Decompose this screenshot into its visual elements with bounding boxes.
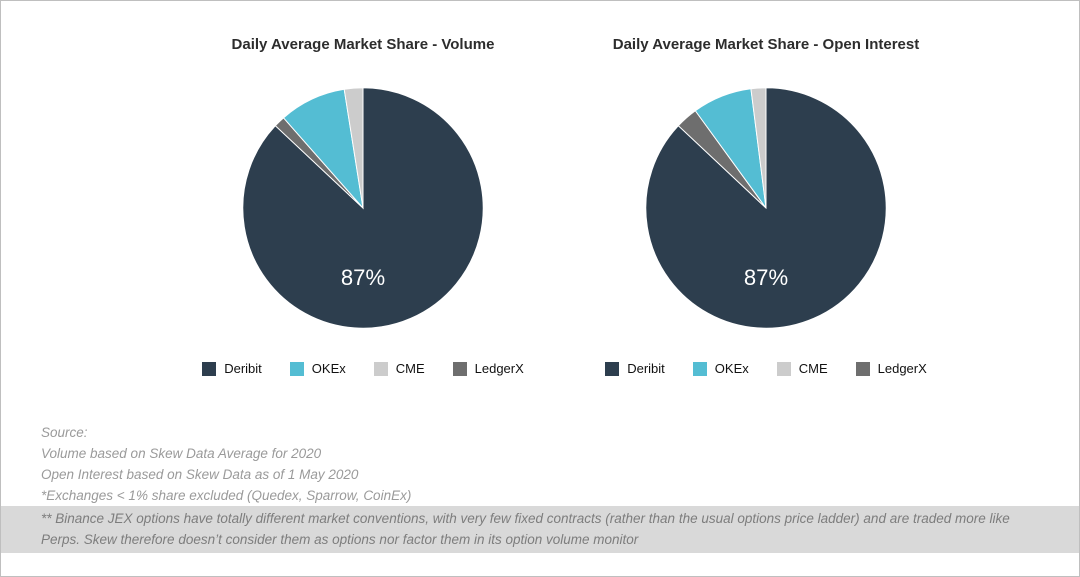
legend-item-cme: CME (373, 361, 425, 376)
legend-label-ledgerx: LedgerX (474, 361, 524, 376)
volume-chart-title: Daily Average Market Share - Volume (231, 36, 495, 53)
legend-label-ledgerx: LedgerX (877, 361, 927, 376)
legend-item-okex: OKEx (289, 361, 346, 376)
volume-pie-chart: 87% (242, 87, 484, 329)
legend-label-okex: OKEx (714, 361, 749, 376)
source-label: Source: (41, 425, 88, 440)
pie-center-label: 87% (341, 265, 385, 290)
legend-item-deribit: Deribit (605, 361, 665, 376)
binance-jex-footnote: ** Binance JEX options have totally diff… (41, 511, 1010, 547)
pie-slice-cme (750, 87, 767, 209)
open-interest-chart-title: Daily Average Market Share - Open Intere… (612, 36, 920, 53)
legend-label-deribit: Deribit (224, 361, 262, 376)
volume-legend: Deribit OKEx CME LedgerX (202, 361, 524, 376)
open-interest-chart: Daily Average Market Share - Open Intere… (566, 35, 966, 376)
legend-label-okex: OKEx (311, 361, 346, 376)
open-interest-legend: Deribit OKEx CME LedgerX (605, 361, 927, 376)
source-line-exclusions: *Exchanges < 1% share excluded (Quedex, … (41, 488, 412, 503)
pie-slice-cme (343, 87, 364, 209)
legend-swatch-cme (776, 361, 791, 376)
pie-slice-deribit (242, 87, 484, 329)
pie-slice-deribit (645, 87, 887, 329)
source-line-volume: Volume based on Skew Data Average for 20… (41, 446, 322, 461)
legend-swatch-cme (373, 361, 388, 376)
charts-row: Daily Average Market Share - Volume 87% … (1, 1, 1079, 376)
source-block: Source: Volume based on Skew Data Averag… (41, 422, 1039, 506)
legend-swatch-deribit (202, 361, 217, 376)
legend-label-cme: CME (798, 361, 828, 376)
legend-swatch-okex (692, 361, 707, 376)
source-line-open-interest: Open Interest based on Skew Data as of 1… (41, 467, 359, 482)
legend-swatch-okex (289, 361, 304, 376)
footnote-band: ** Binance JEX options have totally diff… (1, 506, 1079, 553)
legend-item-cme: CME (776, 361, 828, 376)
legend-swatch-deribit (605, 361, 620, 376)
legend-label-cme: CME (395, 361, 425, 376)
legend-item-ledgerx: LedgerX (855, 361, 927, 376)
legend-swatch-ledgerx (855, 361, 870, 376)
legend-label-deribit: Deribit (627, 361, 665, 376)
pie-center-label: 87% (744, 265, 788, 290)
volume-chart: Daily Average Market Share - Volume 87% … (163, 35, 563, 376)
legend-item-okex: OKEx (692, 361, 749, 376)
legend-item-ledgerx: LedgerX (452, 361, 524, 376)
legend-item-deribit: Deribit (202, 361, 262, 376)
open-interest-pie-chart: 87% (645, 87, 887, 329)
legend-swatch-ledgerx (452, 361, 467, 376)
